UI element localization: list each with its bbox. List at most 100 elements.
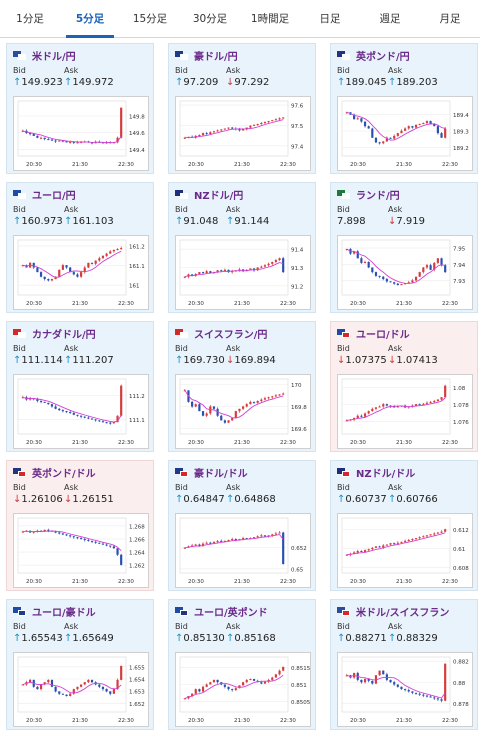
x-tick-label: 21:30 [72, 162, 88, 168]
pair-name[interactable]: 米ドル/スイスフラン [356, 608, 450, 619]
candle [263, 265, 267, 267]
pair-name[interactable]: 英ポンド/円 [356, 52, 410, 63]
x-tick-label: 20:30 [26, 579, 42, 585]
tab-2[interactable]: 15分足 [132, 13, 168, 25]
mini-chart[interactable]: 0.652 0.65 20:30 21:30 22:30 [175, 513, 311, 588]
rate-card[interactable]: ユーロ/豪ドル Bid Ask ↑1.65543↑1.65649 1.655 1.654 1… [6, 599, 154, 730]
moving-average-line [184, 262, 284, 278]
mini-chart[interactable]: 161.2 161.1 161 20:30 21:30 22:30 [13, 235, 149, 310]
rate-card[interactable]: ランド/円 Bid Ask 7.898 ↓7.919 7.95 7.94 7.93 20:30 2… [330, 182, 478, 313]
candle [76, 414, 79, 416]
mini-chart[interactable]: 111.2 111.1 20:30 21:30 22:30 [13, 374, 149, 449]
tab-3[interactable]: 30分足 [192, 13, 228, 25]
pair-name[interactable]: ユーロ/円 [32, 191, 76, 202]
candle [378, 406, 381, 408]
pair-name[interactable]: 英ポンド/ドル [32, 469, 96, 480]
arrow-up-icon: ↑ [226, 494, 235, 505]
mini-chart[interactable]: 1.268 1.266 1.264 1.262 20:30 21:30 22:30 [13, 513, 149, 588]
rate-card[interactable]: 英ポンド/円 Bid Ask ↑189.045↑189.203 189.4 189.3 18… [330, 43, 478, 174]
mini-chart[interactable]: 0.612 0.61 0.608 20:30 21:30 22:30 [337, 513, 473, 588]
rate-card[interactable]: 米ドル/円 Bid Ask ↑149.923↑149.972 149.8 149.6 149… [6, 43, 154, 174]
ask-price: ↑161.103 [64, 216, 114, 227]
mini-chart[interactable]: 149.8 149.6 149.4 20:30 21:30 22:30 [13, 96, 149, 171]
mini-chart[interactable]: 0.882 0.88 0.878 20:30 21:30 22:30 [337, 652, 473, 727]
price-values: ↑160.973↑161.103 [13, 216, 114, 227]
tab-0[interactable]: 1分足 [16, 13, 44, 25]
candle [271, 261, 274, 264]
pair-name[interactable]: NZドル/ドル [356, 469, 416, 480]
tab-7[interactable]: 月足 [439, 13, 461, 25]
candle [274, 260, 277, 262]
candle [278, 118, 281, 120]
rate-card[interactable]: 豪ドル/円 Bid Ask ↑97.209 ↓97.292 97.6 97.5 97.4 20:… [168, 43, 316, 174]
candle [101, 543, 105, 545]
tab-6[interactable]: 週足 [379, 13, 401, 25]
ask-price: ↑0.60766 [388, 494, 438, 505]
tab-1[interactable]: 5分足 [66, 0, 114, 38]
mini-chart[interactable]: 1.655 1.654 1.653 1.652 20:30 21:30 22:30 [13, 652, 149, 727]
rate-card[interactable]: 英ポンド/ドル Bid Ask ↓1.26106↓1.26151 1.268 1.266 1… [6, 460, 154, 591]
x-tick-label: 22:30 [118, 579, 134, 585]
rate-card[interactable]: 米ドル/スイスフラン Bid Ask ↑0.88271↑0.88329 0.882 0.8… [330, 599, 478, 730]
pair-name[interactable]: 米ドル/円 [32, 52, 76, 63]
candle [245, 404, 248, 407]
mini-chart[interactable]: 7.95 7.94 7.93 20:30 21:30 22:30 [337, 235, 473, 310]
bid-label: Bid [175, 483, 188, 492]
rate-card[interactable]: ユーロ/ドル Bid Ask ↓1.07375↓1.07413 1.08 1.078 1.0… [330, 321, 478, 452]
rate-card[interactable]: NZドル/ドル Bid Ask ↑0.60737↑0.60766 0.612 0.61 0.… [330, 460, 478, 591]
candle [209, 271, 212, 274]
pair-name[interactable]: ユーロ/英ポンド [194, 608, 268, 619]
pair-name[interactable]: 豪ドル/円 [194, 52, 238, 63]
candle [234, 411, 237, 419]
candle [407, 539, 410, 541]
pair-name[interactable]: ユーロ/ドル [356, 330, 410, 341]
tab-5[interactable]: 日足 [319, 13, 341, 25]
plot-frame [17, 378, 127, 435]
mini-chart[interactable]: 0.8515 0.851 0.8505 20:30 21:30 22:30 [175, 652, 311, 727]
rate-card[interactable]: 豪ドル/ドル Bid Ask ↑0.64847↑0.64868 0.652 0.65 20:… [168, 460, 316, 591]
x-tick-label: 20:30 [26, 440, 42, 446]
candle [378, 142, 381, 144]
candle [274, 119, 277, 121]
rate-card[interactable]: ユーロ/円 Bid Ask ↑160.973↑161.103 161.2 161.1 161… [6, 182, 154, 313]
rate-card[interactable]: カナダドル/円 Bid Ask ↑111.114↑111.207 111.2 111.1 2… [6, 321, 154, 452]
mini-chart[interactable]: 170 169.8 169.6 20:30 21:30 22:30 [175, 374, 311, 449]
candle [418, 693, 421, 695]
plot-frame [341, 656, 451, 713]
pair-name[interactable]: 豪ドル/ドル [194, 469, 248, 480]
rate-card[interactable]: スイスフラン/円 Bid Ask ↑169.730↓169.894 170 169.8 16… [168, 321, 316, 452]
pair-name[interactable]: スイスフラン/円 [194, 330, 268, 341]
mini-chart[interactable]: 1.08 1.078 1.076 20:30 21:30 22:30 [337, 374, 473, 449]
candle [411, 280, 414, 283]
candle [374, 546, 378, 548]
flag-base [175, 607, 183, 613]
pair-name[interactable]: ユーロ/豪ドル [32, 608, 96, 619]
mini-chart[interactable]: 189.4 189.3 189.2 20:30 21:30 22:30 [337, 96, 473, 171]
mini-chart[interactable]: 97.6 97.5 97.4 20:30 21:30 22:30 [175, 96, 311, 171]
mini-chart[interactable]: 91.4 91.3 91.2 20:30 21:30 22:30 [175, 235, 311, 310]
x-tick-label: 21:30 [396, 301, 412, 307]
card-header: ユーロ/豪ドル [13, 605, 96, 619]
tab-4[interactable]: 1時間足 [250, 13, 290, 25]
rate-card[interactable]: ユーロ/英ポンド Bid Ask ↑0.85130↑0.85168 0.8515 0.85… [168, 599, 316, 730]
candle [205, 271, 208, 274]
x-tick-label: 22:30 [118, 301, 134, 307]
pair-name[interactable]: カナダドル/円 [32, 330, 96, 341]
card-header: カナダドル/円 [13, 327, 96, 341]
candle [21, 265, 24, 267]
pair-name[interactable]: NZドル/円 [194, 191, 244, 202]
candle [278, 532, 281, 534]
rate-card[interactable]: NZドル/円 Bid Ask ↑91.048 ↑91.144 91.4 91.3 91.2 20… [168, 182, 316, 313]
candle [444, 128, 447, 138]
card-header: ユーロ/英ポンド [175, 605, 268, 619]
flag-quote [342, 610, 350, 616]
candle [72, 412, 75, 415]
plot-frame [17, 100, 127, 157]
bid-value: 0.60737 [345, 494, 387, 505]
candle [382, 141, 385, 144]
y-tick-label: 97.4 [291, 144, 304, 150]
pair-name[interactable]: ランド/円 [356, 191, 400, 202]
y-tick-label: 0.652 [291, 546, 307, 552]
flag-icon [175, 607, 188, 616]
candle [371, 267, 374, 273]
